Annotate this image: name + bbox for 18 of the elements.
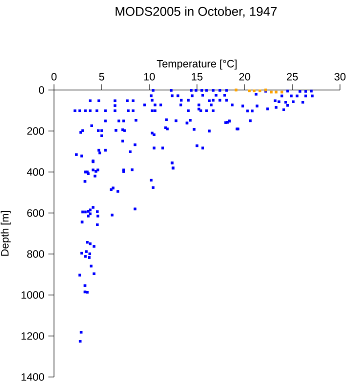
x-tick-label: 10	[144, 72, 155, 80]
x-tick-label: 0	[51, 72, 57, 80]
x-tick-label: 30	[334, 72, 346, 80]
y-tick-label: 0	[38, 86, 44, 94]
y-tick-label: 1400	[22, 373, 44, 381]
y-tick-label: 1000	[22, 291, 44, 299]
x-tick-label: 5	[99, 73, 104, 80]
x-tick-label: 20	[239, 72, 250, 80]
x-axis-title: Temperature [°C]	[156, 60, 237, 70]
y-tick-label: 600	[27, 209, 44, 217]
x-tick-label: 15	[192, 73, 202, 80]
x-tick-label: 25	[286, 72, 298, 80]
y-tick-label: 800	[27, 250, 44, 258]
y-tick-label: 1200	[22, 332, 44, 340]
chart-title: MODS2005 in October, 1947	[116, 6, 277, 18]
y-tick-label: 400	[26, 168, 44, 176]
y-tick-label: 200	[27, 127, 44, 135]
y-axis-title: Depth [m]	[0, 211, 11, 256]
